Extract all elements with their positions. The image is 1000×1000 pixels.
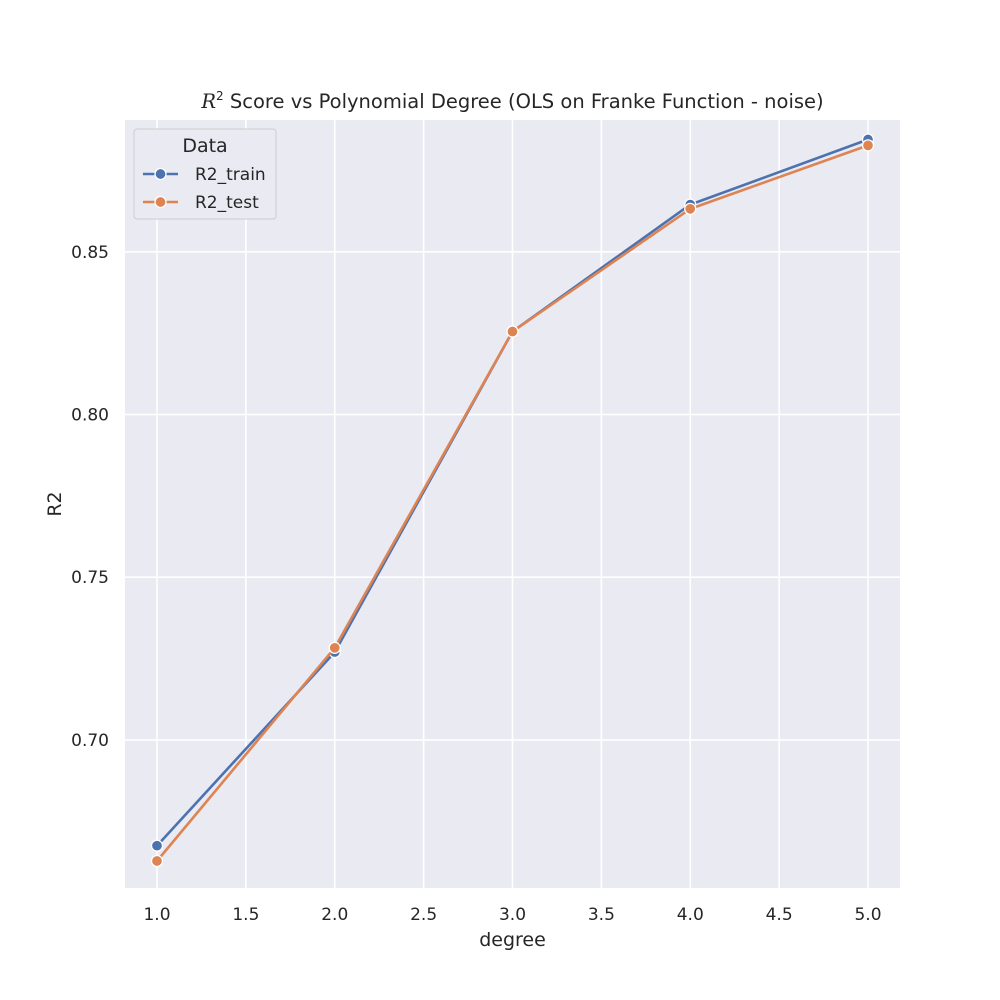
grid (125, 120, 900, 888)
x-tick-label: 1.5 (232, 905, 259, 925)
data-point (684, 202, 697, 215)
legend-marker (154, 195, 167, 209)
legend-frame (133, 128, 277, 220)
x-tick-label: 5.0 (854, 905, 881, 925)
title-symbol: R (200, 90, 216, 113)
legend-title: Data (182, 135, 227, 157)
legend-entry: R2_test (143, 193, 259, 213)
x-tick-label: 1.0 (143, 905, 170, 925)
series-layer (150, 133, 875, 868)
data-point (150, 854, 164, 868)
y-axis-label: R2 (44, 491, 66, 516)
data-point (328, 641, 341, 654)
legend-entry: R2_train (143, 165, 266, 185)
legend: Data R2_train R2_test (133, 128, 277, 220)
legend-entries: R2_train R2_test (143, 165, 266, 213)
y-axis-ticks: 0.70 0.75 0.80 0.85 (71, 243, 109, 751)
series-R2_test (150, 139, 875, 868)
y-tick-label: 0.70 (71, 731, 109, 751)
x-tick-label: 2.5 (410, 905, 437, 925)
y-tick-label: 0.85 (71, 243, 109, 263)
data-point (506, 325, 519, 338)
legend-label: R2_train (195, 165, 266, 185)
y-tick-label: 0.75 (71, 568, 109, 588)
legend-label: R2_test (195, 193, 259, 213)
data-point (150, 839, 164, 852)
x-tick-label: 2.0 (321, 905, 348, 925)
title-text: Score vs Polynomial Degree (OLS on Frank… (224, 90, 824, 113)
x-tick-label: 3.0 (499, 905, 526, 925)
chart-title: R2 Score vs Polynomial Degree (OLS on Fr… (200, 89, 823, 113)
legend-marker (154, 167, 167, 181)
data-point (861, 139, 875, 152)
x-tick-label: 4.5 (766, 905, 793, 925)
title-superscript: 2 (216, 89, 224, 103)
y-tick-label: 0.80 (71, 406, 109, 426)
x-tick-label: 3.5 (588, 905, 615, 925)
x-axis-label: degree (479, 929, 546, 951)
x-axis-ticks: 1.0 1.5 2.0 2.5 3.0 3.5 4.0 4.5 5.0 (143, 905, 881, 925)
x-tick-label: 4.0 (677, 905, 704, 925)
